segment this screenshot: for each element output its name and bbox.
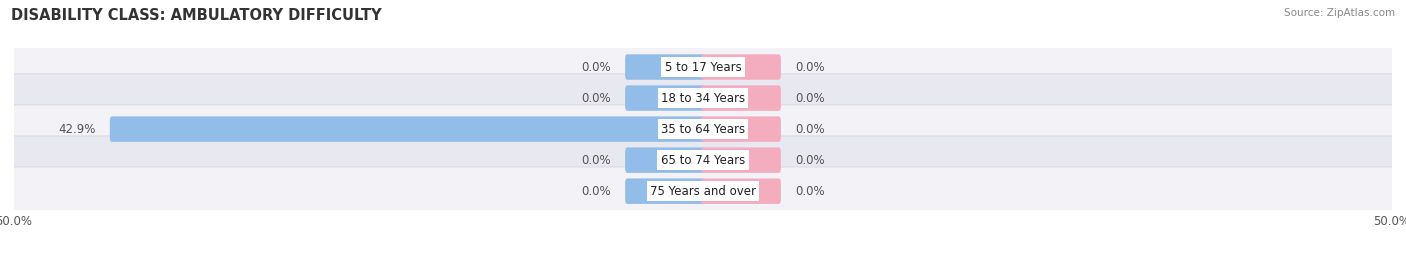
Text: 0.0%: 0.0% [581,185,610,198]
Text: 0.0%: 0.0% [796,154,825,167]
FancyBboxPatch shape [702,147,780,173]
FancyBboxPatch shape [702,178,780,204]
Text: 65 to 74 Years: 65 to 74 Years [661,154,745,167]
FancyBboxPatch shape [702,85,780,111]
FancyBboxPatch shape [626,85,704,111]
Text: 0.0%: 0.0% [796,185,825,198]
Text: 0.0%: 0.0% [796,91,825,105]
FancyBboxPatch shape [702,116,780,142]
FancyBboxPatch shape [3,74,1403,122]
Text: 0.0%: 0.0% [581,61,610,73]
FancyBboxPatch shape [626,54,704,80]
Text: DISABILITY CLASS: AMBULATORY DIFFICULTY: DISABILITY CLASS: AMBULATORY DIFFICULTY [11,8,382,23]
Text: 75 Years and over: 75 Years and over [650,185,756,198]
FancyBboxPatch shape [626,147,704,173]
Text: 0.0%: 0.0% [581,91,610,105]
FancyBboxPatch shape [3,136,1403,184]
Text: 5 to 17 Years: 5 to 17 Years [665,61,741,73]
FancyBboxPatch shape [626,178,704,204]
Text: 42.9%: 42.9% [58,123,96,136]
Text: Source: ZipAtlas.com: Source: ZipAtlas.com [1284,8,1395,18]
FancyBboxPatch shape [110,116,704,142]
Text: 0.0%: 0.0% [796,123,825,136]
Text: 0.0%: 0.0% [796,61,825,73]
FancyBboxPatch shape [3,105,1403,153]
FancyBboxPatch shape [3,167,1403,215]
Text: 0.0%: 0.0% [581,154,610,167]
Text: 18 to 34 Years: 18 to 34 Years [661,91,745,105]
Legend: Male, Female: Male, Female [634,266,772,269]
FancyBboxPatch shape [702,54,780,80]
FancyBboxPatch shape [3,43,1403,91]
Text: 35 to 64 Years: 35 to 64 Years [661,123,745,136]
